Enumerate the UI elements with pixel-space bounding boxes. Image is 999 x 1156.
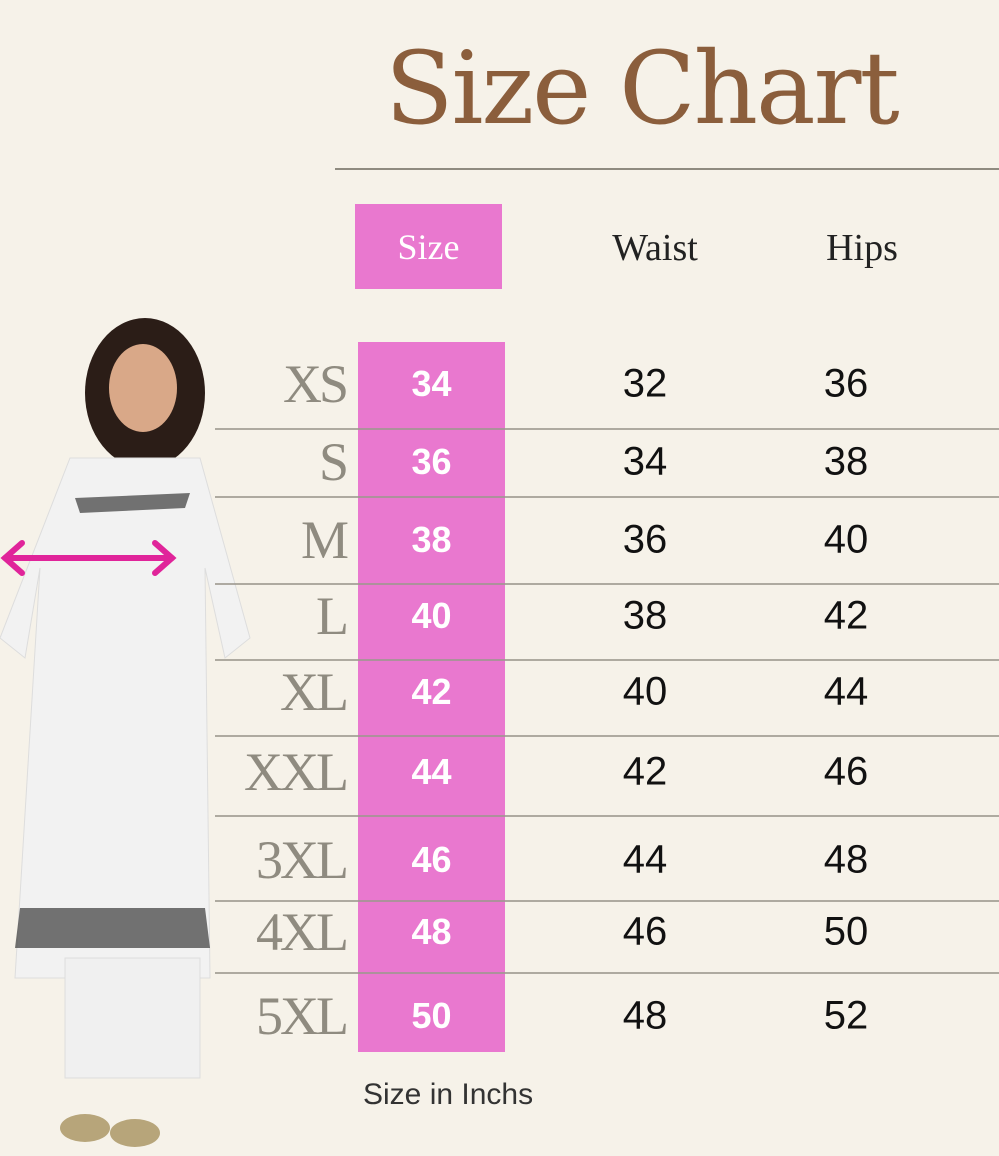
row-size: 48: [411, 911, 452, 952]
row-label: 4XL: [256, 902, 349, 962]
row-waist: 48: [622, 993, 668, 1038]
row-hips: 36: [823, 361, 869, 406]
row-label: XS: [282, 354, 349, 414]
row-label: M: [300, 510, 349, 570]
row-size: 36: [411, 441, 452, 482]
row-size: 38: [411, 519, 452, 560]
row-waist: 38: [622, 593, 668, 638]
size-column-highlight: [358, 342, 505, 1052]
row-hips: 52: [823, 993, 869, 1038]
row-size: 44: [411, 751, 452, 792]
model-image: [0, 318, 251, 1147]
units-note: Size in Inchs: [363, 1078, 534, 1111]
row-label: XL: [280, 662, 349, 722]
row-size: 42: [411, 671, 452, 712]
title-divider: [335, 168, 999, 170]
row-hips: 42: [823, 593, 869, 638]
row-waist: 32: [622, 361, 668, 406]
header-waist: Waist: [612, 227, 698, 269]
row-divider: [215, 496, 999, 498]
row-label: 3XL: [256, 830, 349, 890]
row-divider: [215, 659, 999, 661]
row-label: S: [318, 432, 349, 492]
row-hips: 46: [823, 749, 869, 794]
page-title: Size Chart: [385, 30, 900, 147]
row-hips: 48: [823, 837, 869, 882]
row-hips: 40: [823, 517, 869, 562]
row-size: 40: [411, 595, 452, 636]
row-waist: 36: [622, 517, 668, 562]
row-label: 5XL: [256, 986, 349, 1046]
row-divider: [215, 972, 999, 974]
row-divider: [215, 583, 999, 585]
row-waist: 34: [622, 439, 668, 484]
header-size: Size: [355, 204, 502, 289]
row-waist: 44: [622, 837, 668, 882]
row-hips: 50: [823, 909, 869, 954]
row-label: L: [316, 586, 349, 646]
row-size: 50: [411, 995, 452, 1036]
row-size: 46: [411, 839, 452, 880]
row-label: XXL: [244, 742, 349, 802]
row-waist: 40: [622, 669, 668, 714]
row-hips: 38: [823, 439, 869, 484]
row-size: 34: [411, 363, 452, 404]
row-divider: [215, 815, 999, 817]
row-waist: 42: [622, 749, 668, 794]
row-divider: [215, 428, 999, 430]
row-divider: [215, 900, 999, 902]
row-waist: 46: [622, 909, 668, 954]
header-hips: Hips: [826, 227, 898, 269]
row-divider: [215, 735, 999, 737]
bust-measure-arrow-icon: [0, 540, 177, 576]
row-hips: 44: [823, 669, 869, 714]
